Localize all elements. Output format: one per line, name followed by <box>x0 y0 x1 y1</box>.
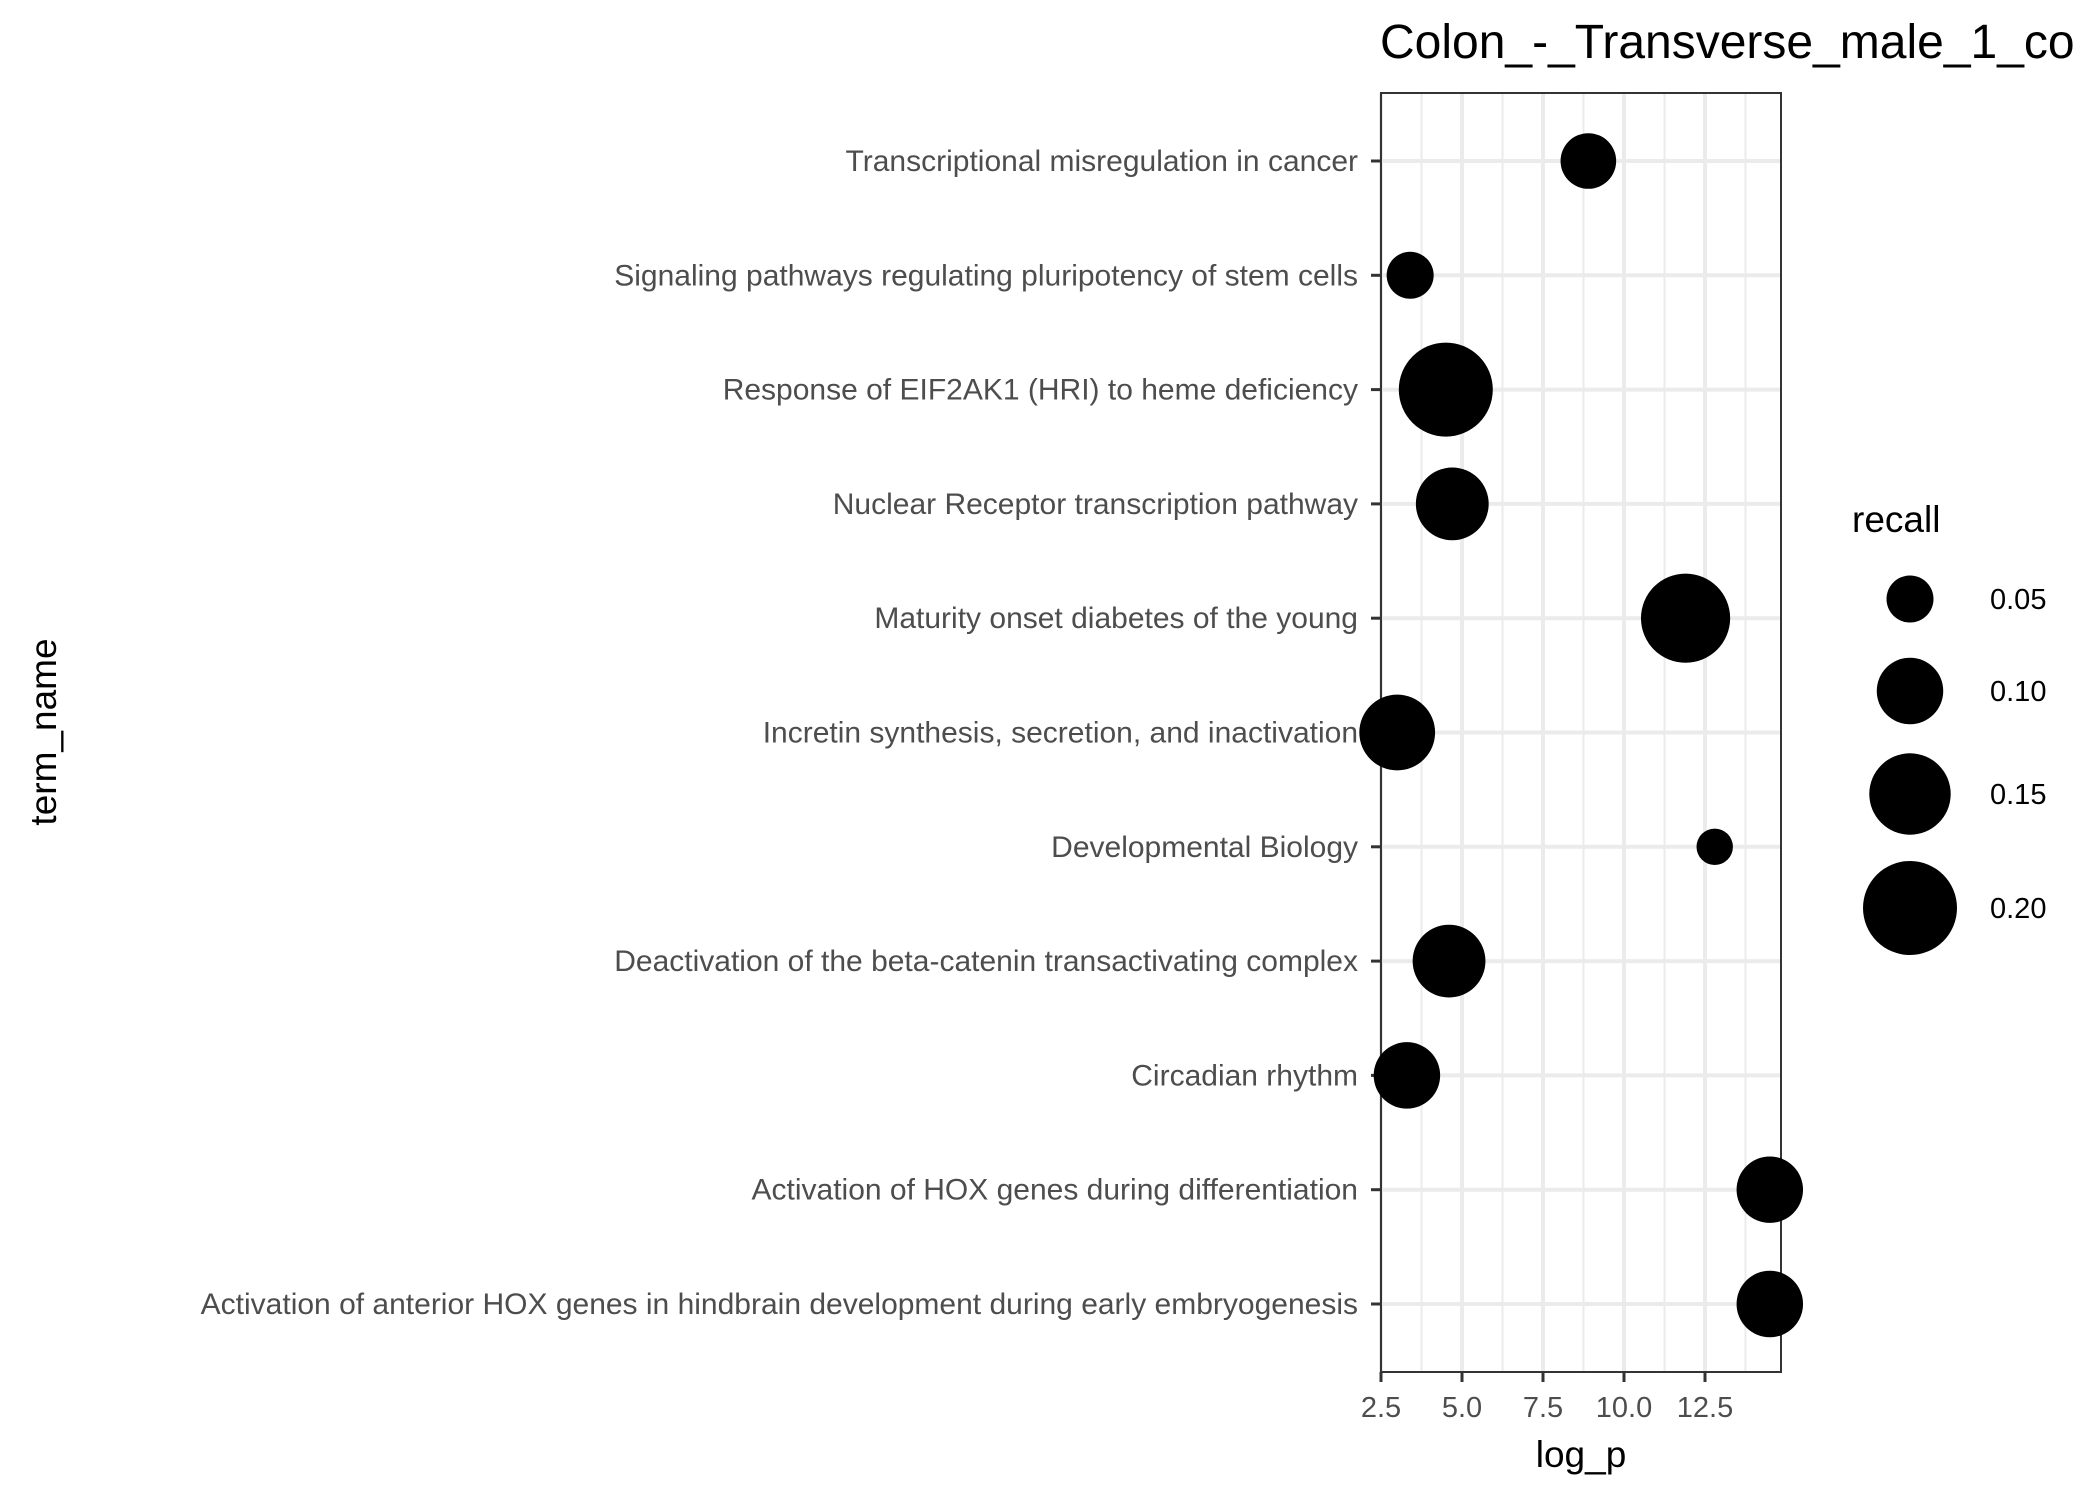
data-point <box>1696 828 1733 866</box>
legend-key <box>1876 657 1944 725</box>
y-tick-label: Maturity onset diabetes of the young <box>874 602 1358 635</box>
y-tick-label: Activation of HOX genes during different… <box>752 1174 1358 1207</box>
data-point <box>1386 251 1434 299</box>
grid <box>1379 93 1781 1372</box>
y-tick-label: Circadian rhythm <box>1131 1059 1358 1092</box>
legend-key <box>1869 753 1951 835</box>
legend: recall 0.05 0.10 0.15 0.20 <box>1852 499 2046 955</box>
x-tick-label: 5.0 <box>1442 1392 1482 1424</box>
data-point <box>1373 1042 1441 1109</box>
data-point <box>1640 573 1731 663</box>
y-tick-label: Nuclear Receptor transcription pathway <box>833 488 1358 521</box>
x-tick-label: 7.5 <box>1523 1392 1563 1424</box>
x-axis: 2.5 5.0 7.5 10.0 12.5 <box>1361 1372 1733 1424</box>
x-tick-label: 12.5 <box>1677 1392 1733 1424</box>
y-tick-label: Signaling pathways regulating pluripoten… <box>614 259 1358 292</box>
y-tick-label: Incretin synthesis, secretion, and inact… <box>763 717 1358 750</box>
y-tick-label: Transcriptional misregulation in cancer <box>846 145 1358 178</box>
x-tick-label: 10.0 <box>1596 1392 1652 1424</box>
data-point <box>1398 342 1493 437</box>
data-point <box>1560 133 1617 189</box>
data-point <box>1412 924 1486 998</box>
legend-label: 0.10 <box>1990 676 2046 708</box>
legend-label: 0.05 <box>1990 584 2046 616</box>
x-axis-title: log_p <box>1536 1434 1627 1475</box>
y-tick-label: Deactivation of the beta-catenin transac… <box>614 945 1358 978</box>
data-point <box>1736 1156 1804 1223</box>
chart-title: Colon_-_Transverse_male_1_co <box>1380 16 2075 69</box>
legend-title: recall <box>1852 499 1940 540</box>
data-point <box>1359 694 1436 771</box>
legend-label: 0.15 <box>1990 779 2046 811</box>
x-tick-label: 2.5 <box>1361 1392 1401 1424</box>
y-axis: Transcriptional misregulation in cancer S… <box>201 145 1381 1321</box>
y-tick-label: Activation of anterior HOX genes in hind… <box>201 1288 1358 1321</box>
y-tick-label: Response of EIF2AK1 (HRI) to heme defici… <box>723 374 1358 407</box>
legend-label: 0.20 <box>1990 893 2046 925</box>
points <box>1359 133 1804 1338</box>
legend-key <box>1886 575 1934 623</box>
y-axis-title: term_name <box>23 638 64 825</box>
y-tick-label: Developmental Biology <box>1051 831 1358 864</box>
legend-key <box>1863 861 1957 955</box>
data-point <box>1736 1270 1804 1338</box>
data-point <box>1415 467 1489 541</box>
